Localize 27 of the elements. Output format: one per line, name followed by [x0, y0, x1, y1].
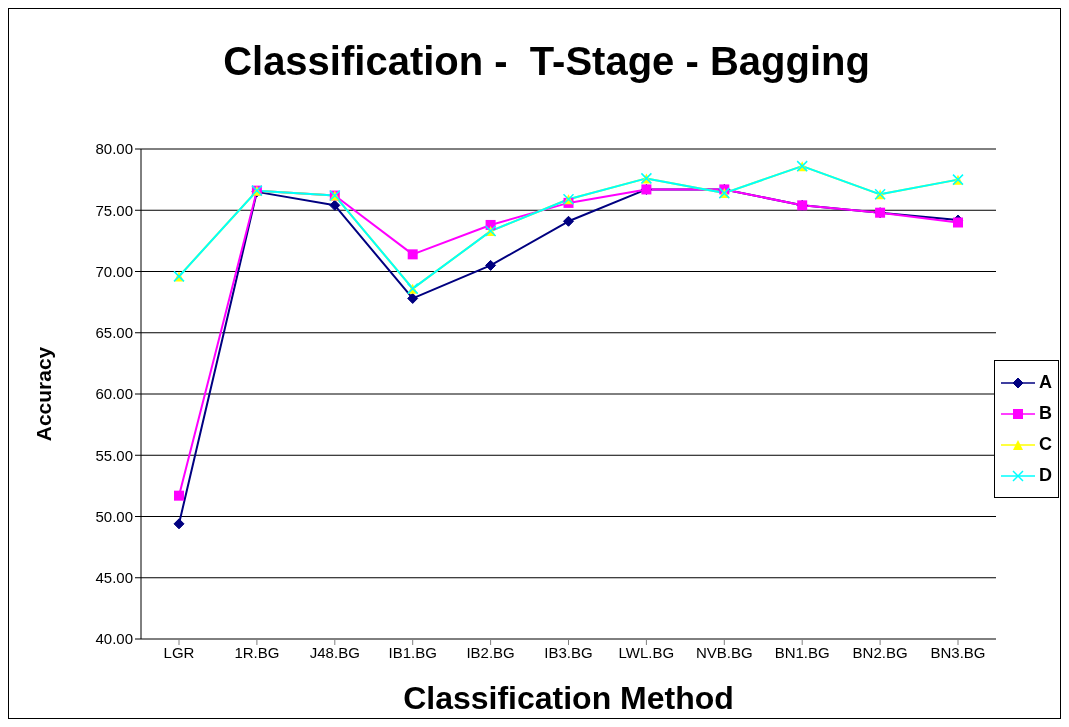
y-tick-label: 75.00 [95, 201, 133, 219]
x-tick-label: 1R.BG [234, 643, 280, 661]
y-tick-label: 55.00 [95, 446, 133, 464]
legend-label: B [1039, 403, 1052, 424]
x-tick-label: IB3.BG [544, 643, 593, 661]
x-tick-label: BN3.BG [930, 643, 986, 661]
y-tick-label: 65.00 [95, 324, 133, 342]
x-tick-label: IB2.BG [466, 643, 515, 661]
chart-title: Classification - T-Stage - Bagging [222, 39, 871, 84]
y-tick-label: 50.00 [95, 507, 133, 525]
x-tick-label: NVB.BG [695, 643, 753, 661]
y-axis-title: Accuracy [32, 346, 56, 442]
x-tick-label: IB1.BG [388, 643, 437, 661]
x-tick-label: LGR [163, 643, 195, 661]
x-axis-title: Classification Method [403, 680, 734, 716]
x-tick-label: LWL.BG [618, 643, 675, 661]
y-tick-label: 45.00 [95, 569, 133, 587]
x-tick-label: BN1.BG [774, 643, 830, 661]
x-tick-label: BN2.BG [852, 643, 908, 661]
legend-label: C [1039, 434, 1052, 455]
legend-label: D [1039, 465, 1052, 486]
legend-label: A [1039, 372, 1052, 393]
x-tick-label: J48.BG [309, 643, 360, 661]
y-tick-label: 70.00 [95, 262, 133, 280]
y-tick-label: 60.00 [95, 385, 133, 403]
y-tick-label: 40.00 [95, 630, 133, 648]
y-tick-label: 80.00 [95, 140, 133, 158]
